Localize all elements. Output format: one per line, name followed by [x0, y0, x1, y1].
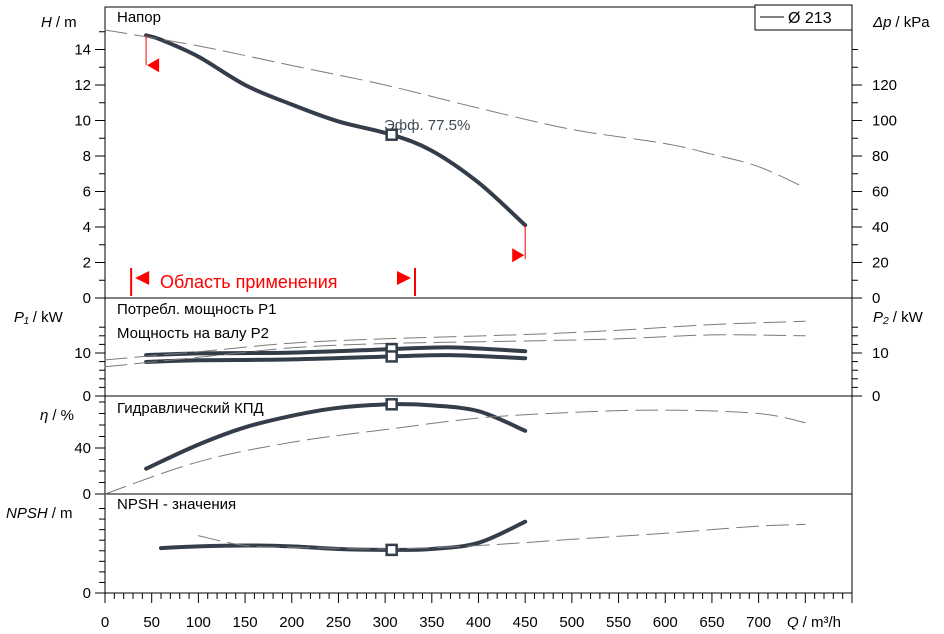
- marks-layer: [130, 35, 526, 557]
- operating-point-marker: [385, 350, 398, 363]
- y-right-tick-label: 10: [872, 345, 889, 362]
- y-left-tick-label: 6: [83, 184, 91, 201]
- x-tick-label: 650: [699, 614, 724, 631]
- curve-start-limit-arrow: [147, 58, 160, 73]
- y-right-tick-label: 40: [872, 219, 889, 236]
- y-right-tick-label: 0: [872, 290, 880, 307]
- y-left-tick-label: 4: [83, 219, 91, 236]
- solid-curve-power: [144, 345, 528, 358]
- y-left-tick-label: 0: [83, 388, 91, 405]
- y-right-tick-label: 20: [872, 255, 889, 272]
- x-tick-label: 500: [559, 614, 584, 631]
- y-left-tick-label: 10: [74, 113, 91, 130]
- x-tick-label: 250: [326, 614, 351, 631]
- power-p1-title: Потребл. мощность P1: [117, 301, 277, 318]
- npsh-panel-title: NPSH - значения: [117, 496, 236, 513]
- curve-end-limit-arrow: [512, 248, 525, 263]
- solid-curve-efficiency: [144, 402, 528, 471]
- dashed-curve-npsh: [197, 523, 806, 550]
- application-range-label: Область применения: [160, 272, 338, 292]
- efficiency-axis-label: η / %: [40, 407, 74, 424]
- npsh-axis-label: NPSH / m: [6, 505, 73, 522]
- y-left-tick-label: 14: [74, 42, 91, 59]
- operating-point-marker: [385, 398, 398, 411]
- y-left-tick-label: 0: [83, 486, 91, 503]
- p1-axis-label: P₁ / kW: [14, 309, 64, 326]
- efficiency-panel-title: Гидравлический КПД: [117, 400, 264, 417]
- operating-point-marker: [385, 543, 398, 557]
- y-right-tick-label: 100: [872, 113, 897, 130]
- dashed-curve-power: [104, 320, 806, 361]
- head-axis-label: H / m: [41, 14, 77, 31]
- p2-axis-label: P₂ / kW: [873, 309, 924, 326]
- x-tick-label: 700: [746, 614, 771, 631]
- y-left-tick-label: 40: [74, 440, 91, 457]
- application-range-right-arrow: [397, 271, 412, 285]
- application-range-left-arrow: [135, 271, 150, 285]
- y-left-tick-label: 10: [74, 345, 91, 362]
- power-p2-title: Мощность на валу P2: [117, 325, 269, 342]
- y-left-tick-label: 2: [83, 255, 91, 272]
- legend-label: Ø 213: [788, 10, 832, 27]
- x-tick-label: 300: [373, 614, 398, 631]
- x-tick-label: 350: [419, 614, 444, 631]
- y-right-tick-label: 80: [872, 148, 889, 165]
- x-tick-label: 200: [279, 614, 304, 631]
- x-tick-label: 550: [606, 614, 631, 631]
- legend: Ø 213: [754, 4, 853, 31]
- y-left-tick-label: 12: [74, 77, 91, 94]
- y-left-tick-label: 0: [83, 585, 91, 602]
- y-left-tick-label: 8: [83, 148, 91, 165]
- dashed-curve-efficiency: [104, 409, 806, 495]
- x-tick-label: 400: [466, 614, 491, 631]
- x-tick-label: 600: [653, 614, 678, 631]
- operating-point-marker: [385, 128, 398, 141]
- dashed-curve-power: [104, 334, 806, 368]
- x-tick-label: 450: [513, 614, 538, 631]
- y-right-tick-label: 60: [872, 184, 889, 201]
- x-tick-label: 150: [233, 614, 258, 631]
- x-tick-label: 0: [101, 614, 109, 631]
- y-right-tick-label: 120: [872, 77, 897, 94]
- x-tick-label: 50: [143, 614, 160, 631]
- y-left-tick-label: 0: [83, 290, 91, 307]
- y-right-tick-label: 0: [872, 388, 880, 405]
- dashed-curve-head: [104, 29, 806, 189]
- axes-layer: 0 50 100 150 200 250 300 350 400 450 500 550 600 650 7…: [74, 6, 897, 631]
- efficiency-annotation: Эфф. 77.5%: [384, 117, 470, 134]
- series-layer: [104, 29, 806, 552]
- head-panel-title: Напор: [117, 9, 161, 26]
- x-axis-label: Q / m³/h: [787, 614, 841, 631]
- solid-curve-power: [144, 353, 528, 364]
- solid-curve-head: [144, 33, 528, 228]
- x-tick-label: 100: [186, 614, 211, 631]
- pressure-axis-label: Δp / kPa: [872, 14, 930, 31]
